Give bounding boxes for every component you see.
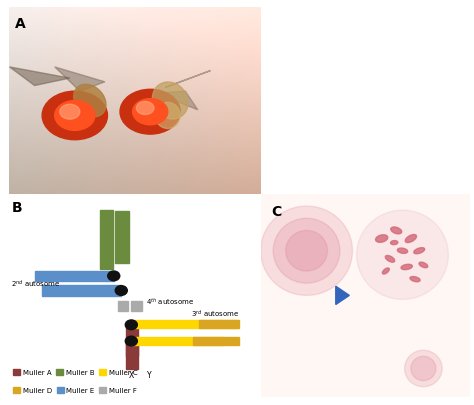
Text: Y: Y	[146, 370, 151, 379]
Text: B: B	[12, 200, 23, 214]
Text: 4$^{th}$ autosome: 4$^{th}$ autosome	[146, 295, 195, 306]
Circle shape	[125, 336, 137, 346]
Text: C: C	[271, 205, 282, 218]
Legend: Muller D, Muller E, Muller F: Muller D, Muller E, Muller F	[13, 387, 137, 393]
Ellipse shape	[405, 235, 417, 243]
Ellipse shape	[419, 262, 428, 268]
Circle shape	[261, 207, 353, 296]
Circle shape	[120, 90, 180, 135]
Ellipse shape	[153, 83, 188, 120]
Bar	[35, 271, 114, 281]
Ellipse shape	[375, 235, 388, 243]
Bar	[116, 211, 128, 263]
Bar	[118, 301, 128, 311]
Circle shape	[60, 105, 80, 120]
Ellipse shape	[397, 248, 408, 254]
Circle shape	[42, 92, 108, 141]
Ellipse shape	[391, 228, 402, 234]
Polygon shape	[165, 71, 210, 88]
Bar	[193, 337, 239, 345]
Circle shape	[55, 101, 95, 131]
Circle shape	[133, 99, 168, 126]
Ellipse shape	[155, 103, 180, 129]
Ellipse shape	[383, 269, 389, 274]
Polygon shape	[155, 92, 198, 111]
Text: 3$^{rd}$ autosome: 3$^{rd}$ autosome	[191, 308, 239, 320]
Ellipse shape	[74, 85, 106, 117]
Bar	[131, 337, 224, 345]
Circle shape	[273, 219, 340, 284]
Bar	[42, 286, 121, 296]
Circle shape	[356, 211, 448, 300]
Text: 2$^{nd}$ autosome: 2$^{nd}$ autosome	[11, 278, 60, 289]
Bar	[199, 320, 239, 328]
Ellipse shape	[401, 264, 412, 270]
Circle shape	[405, 350, 442, 387]
Bar	[126, 325, 137, 356]
Polygon shape	[9, 68, 70, 86]
Circle shape	[115, 286, 128, 296]
Bar	[100, 211, 113, 269]
Text: A: A	[15, 17, 25, 31]
Text: X: X	[129, 370, 134, 379]
Bar	[126, 341, 137, 369]
Ellipse shape	[391, 241, 398, 245]
Circle shape	[137, 102, 154, 115]
Polygon shape	[336, 287, 349, 305]
Bar	[131, 301, 142, 311]
Circle shape	[286, 231, 328, 271]
Ellipse shape	[414, 248, 425, 254]
Ellipse shape	[410, 277, 420, 282]
Ellipse shape	[385, 256, 395, 262]
Circle shape	[108, 271, 120, 281]
Circle shape	[411, 356, 436, 381]
Bar	[131, 320, 237, 328]
Circle shape	[125, 320, 137, 330]
Polygon shape	[55, 68, 105, 92]
